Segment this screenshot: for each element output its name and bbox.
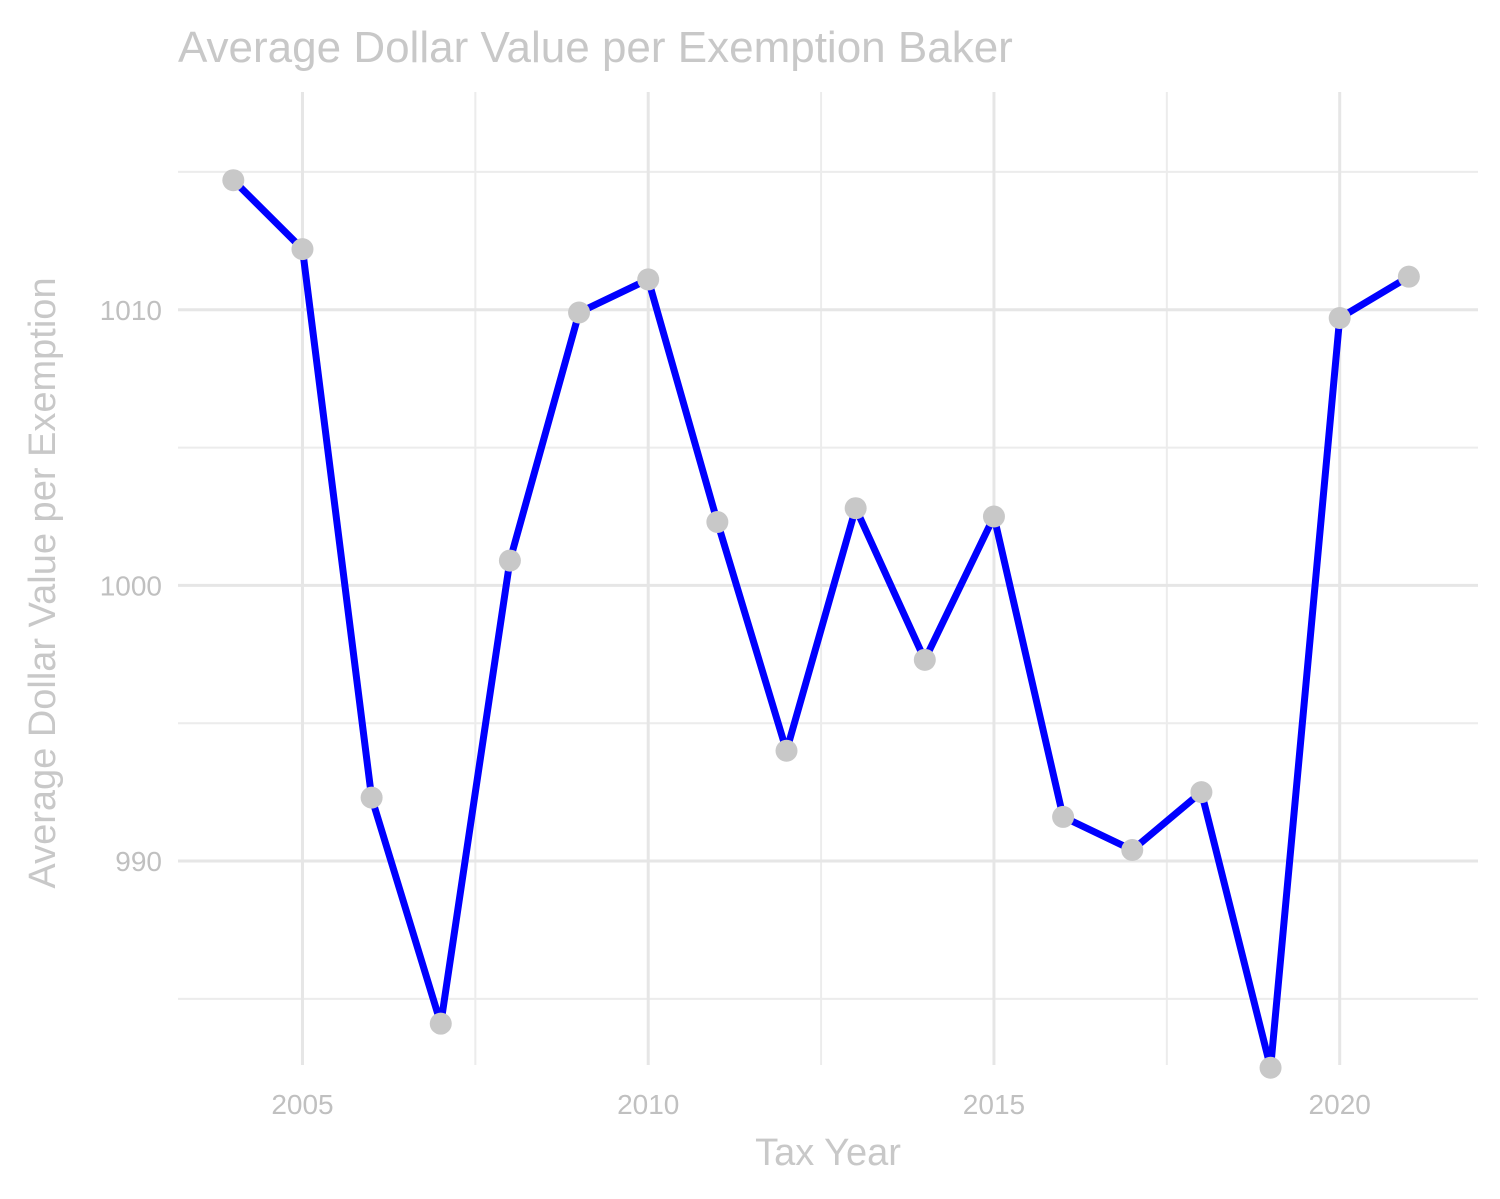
x-tick-label: 2005 [271,1089,333,1120]
y-tick-label: 1000 [100,570,162,601]
data-point [429,1012,452,1035]
data-point [706,510,729,533]
data-point [637,268,660,291]
data-point [222,169,245,192]
data-point [1052,805,1075,828]
chart-title: Average Dollar Value per Exemption Baker [178,23,1013,72]
data-point [360,786,383,809]
data-point [844,497,867,520]
data-point [291,238,314,261]
tick-labels: 2005 2010 2015 2020 990 1000 1010 [100,295,1371,1120]
x-axis-title: Tax Year [755,1132,901,1174]
data-point [1259,1056,1282,1079]
data-point [1121,839,1144,862]
series-line [229,176,1413,1072]
data-point [1190,781,1213,804]
y-tick-label: 990 [115,846,162,877]
data-point [1397,265,1420,288]
y-axis-title: Average Dollar Value per Exemption [22,277,64,888]
data-points [222,169,1420,1079]
data-point [568,301,591,324]
data-point [982,505,1005,528]
x-tick-label: 2020 [1309,1089,1371,1120]
x-tick-label: 2015 [963,1089,1025,1120]
data-point [775,739,798,762]
data-point [498,549,521,572]
data-point [1328,307,1351,330]
data-point [913,648,936,671]
x-tick-label: 2010 [617,1089,679,1120]
y-tick-label: 1010 [100,295,162,326]
